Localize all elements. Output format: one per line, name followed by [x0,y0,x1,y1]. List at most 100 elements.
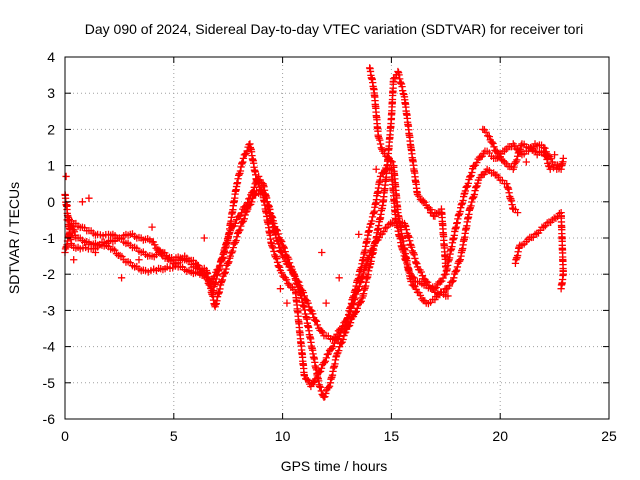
data-point-b [285,255,293,263]
data-point-b [232,236,240,245]
data-point-a [474,179,482,187]
y-axis-tick-labels: -6 -5 -4 -3 -2 -1 0 1 2 3 4 [43,49,56,427]
data-point-g [322,299,330,307]
data-point-g [200,234,208,242]
data-point-c [216,261,224,269]
data-point-c [310,377,319,386]
data-point-d [407,277,415,286]
data-point-b [278,237,286,246]
data-point-b [233,233,241,241]
data-point-a [468,198,476,206]
data-point-c [368,217,376,225]
data-point-a [453,266,461,274]
data-point-a [470,190,479,199]
data-point-e [489,139,497,148]
data-point-g [283,299,291,307]
data-point-a [473,182,481,190]
data-point-b [317,387,325,395]
data-point-b [248,198,256,206]
data-point-b [291,272,299,280]
data-point-c [210,272,219,280]
data-point-g [78,198,87,206]
data-point-a [359,269,368,277]
y-tick-label: 4 [47,49,55,65]
data-point-a [453,263,462,271]
data-points [61,64,567,401]
data-point-c [309,378,318,387]
x-axis-label: GPS time / hours [281,458,388,474]
data-point-e [540,147,548,155]
data-point-c [76,245,84,253]
y-tick-label: 0 [47,194,55,210]
data-point-b [99,232,107,240]
data-point-c [335,332,344,340]
data-point-c [276,263,284,272]
data-point-g [335,274,343,282]
x-axis-tick-labels: 0 5 10 15 20 25 [61,428,617,444]
data-point-c [324,350,332,358]
data-point-c [329,343,337,351]
data-point-g [70,256,78,264]
y-tick-label: 1 [47,158,55,174]
data-point-e [541,151,550,160]
data-point-a [410,251,418,259]
data-point-e [485,132,493,141]
data-point-a [449,277,457,285]
data-point-c [316,367,325,376]
data-point-b [272,226,281,234]
axis-ticks [64,56,610,420]
x-tick-label: 0 [61,428,69,444]
data-point-d [412,285,420,294]
data-point-c [223,238,231,247]
data-point-c [330,339,339,347]
data-point-b [281,247,289,256]
data-point-b [218,276,227,284]
y-tick-label: -4 [43,339,56,355]
data-point-a [318,328,327,336]
data-point-c [340,324,349,332]
data-point-c [273,258,282,266]
data-point-a [406,240,414,249]
data-point-b [228,247,237,255]
y-tick-label: -3 [43,302,56,318]
data-point-a [411,254,419,263]
data-point-b [335,343,344,351]
data-point-a [405,233,413,241]
data-point-b [241,211,249,219]
data-point-a [417,268,425,276]
x-tick-label: 25 [601,428,617,444]
data-point-b [325,382,334,390]
data-point-b [335,346,343,355]
data-point-e [543,155,551,164]
data-point-c [278,269,286,277]
data-point-c [304,376,312,385]
data-point-b [237,222,245,230]
data-point-e [557,161,565,170]
data-point-a [236,212,244,220]
data-point-b [229,243,237,252]
data-point-b [288,265,296,273]
data-point-c [254,179,263,187]
data-point-c [258,187,266,195]
data-point-b [274,230,282,238]
data-point-g [431,209,439,217]
data-point-c [219,253,227,261]
data-point-c [257,186,265,195]
data-point-g [117,274,126,282]
data-point-b [251,190,260,199]
x-tick-label: 10 [275,428,291,444]
data-point-c [467,171,475,180]
x-tick-label: 20 [492,428,508,444]
data-point-b [265,202,273,211]
data-point-c [322,354,331,362]
data-point-g [550,151,559,159]
data-point-b [269,217,277,225]
data-point-a [313,321,322,329]
data-point-c [380,167,389,176]
data-point-a [466,205,474,213]
data-point-e [490,143,498,151]
data-point-g [85,194,93,202]
data-point-c [268,243,277,251]
data-point-c [547,155,555,163]
data-point-c [270,247,278,256]
